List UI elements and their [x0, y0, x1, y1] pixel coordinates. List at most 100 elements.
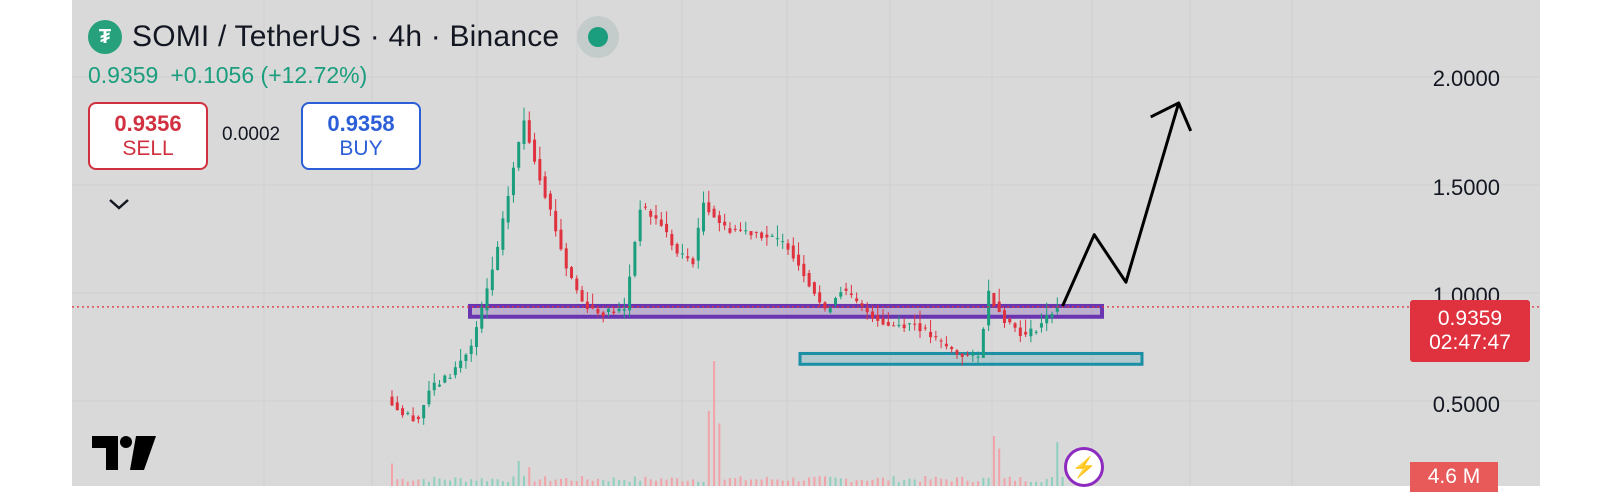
candle-body: [892, 325, 896, 327]
volume-bar: [523, 476, 525, 486]
candle-body: [728, 228, 732, 233]
volume-bar: [929, 479, 932, 486]
buy-button[interactable]: 0.9358 BUY: [301, 102, 421, 170]
candle-body: [575, 278, 579, 291]
candle-body: [670, 233, 674, 246]
candle-body: [1008, 318, 1012, 323]
volume-bar: [570, 480, 573, 486]
volume-bar: [771, 479, 774, 486]
volume-bar: [501, 481, 504, 486]
candle-body: [918, 323, 922, 332]
candle-body: [876, 315, 880, 321]
candle-body: [786, 243, 790, 250]
candle-body: [522, 120, 526, 144]
volume-bar: [686, 480, 689, 486]
volume-bar: [765, 477, 768, 486]
projection-arrowhead: [1150, 101, 1193, 132]
tradingview-logo-icon[interactable]: [92, 436, 156, 475]
volume-bar: [1061, 476, 1064, 486]
last-price: 0.9359: [88, 62, 159, 88]
volume-bar: [623, 480, 626, 486]
candle-body: [781, 241, 785, 243]
candle-body: [596, 308, 600, 314]
candle-body: [649, 210, 653, 217]
volume-bar: [834, 477, 837, 486]
candle-body: [533, 139, 537, 162]
volume-bar: [607, 481, 610, 486]
volume-bar: [533, 481, 536, 486]
volume-bar: [633, 476, 636, 486]
buy-price: 0.9358: [327, 111, 395, 136]
candle-body: [913, 323, 917, 325]
volume-bar: [776, 479, 779, 486]
volume-bar: [818, 476, 821, 486]
volume-bar: [596, 478, 599, 486]
volume-bar: [670, 477, 673, 486]
volume-bar: [813, 476, 816, 486]
chart-area[interactable]: [72, 0, 1540, 486]
volume-bar: [691, 479, 694, 486]
candle-body: [886, 321, 890, 326]
candle-body: [770, 235, 774, 237]
volume-bar: [839, 478, 842, 486]
candle-body: [828, 308, 832, 313]
candle-body: [791, 245, 795, 259]
candle-body: [464, 354, 468, 362]
volume-bar: [433, 476, 436, 486]
volume-bar: [681, 481, 684, 486]
candle-body: [797, 254, 801, 266]
volume-bar: [903, 480, 906, 486]
volume-bar: [882, 477, 885, 486]
candle-body: [443, 375, 447, 383]
volume-bar: [512, 476, 515, 486]
candle-body: [802, 263, 806, 277]
candle-body: [717, 215, 721, 224]
candle-body: [823, 302, 827, 309]
candle-body: [702, 202, 706, 232]
candle-body: [775, 238, 779, 240]
volume-bar: [982, 477, 985, 486]
volume-bar: [1045, 478, 1048, 486]
candle-body: [659, 219, 663, 226]
candle-body: [427, 390, 431, 405]
volume-bar: [470, 479, 473, 486]
volume-bar: [802, 480, 805, 486]
candle-body: [950, 347, 954, 350]
candle-body: [981, 328, 985, 358]
candle-body: [1039, 323, 1043, 328]
volume-bar: [987, 477, 990, 486]
volume-bar: [945, 479, 948, 486]
symbol-title[interactable]: SOMI / TetherUS · 4h · Binance: [132, 20, 560, 53]
candle-body: [1050, 314, 1054, 318]
volume-bar: [992, 436, 995, 486]
sell-button[interactable]: 0.9356 SELL: [88, 102, 208, 170]
lightning-icon[interactable]: ⚡: [1064, 447, 1104, 487]
candle-body: [955, 350, 959, 355]
candle-body: [612, 311, 616, 314]
market-status-icon[interactable]: [577, 16, 620, 58]
candle-body: [501, 218, 505, 250]
candle-body: [686, 256, 690, 259]
volume-bar: [808, 477, 811, 486]
current-price-tag: 0.9359 02:47:47: [1410, 300, 1530, 362]
candle-body: [1013, 323, 1017, 328]
volume-bar: [581, 476, 584, 486]
candle-body: [865, 308, 869, 313]
price-chart[interactable]: [72, 0, 1540, 486]
volume-bar: [1003, 478, 1006, 486]
candle-body: [675, 244, 679, 254]
volume-bar: [866, 480, 869, 486]
volume-bar: [887, 480, 890, 486]
volume-bar: [707, 411, 710, 486]
candle-body: [902, 324, 906, 329]
collapse-chevron-icon[interactable]: [104, 190, 134, 220]
volume-bar: [438, 478, 441, 486]
volume-bar: [665, 479, 668, 486]
candle-body: [622, 309, 626, 311]
projection-path: [1061, 102, 1181, 307]
volume-bar: [660, 478, 663, 486]
candle-body: [929, 331, 933, 338]
candle-body: [987, 290, 991, 326]
candle-body: [881, 318, 885, 325]
volume-bar: [427, 481, 430, 486]
